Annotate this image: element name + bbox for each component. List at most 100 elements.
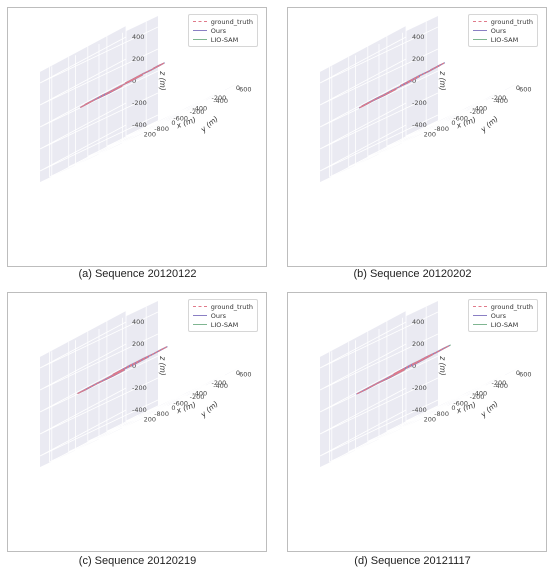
caption-b: (b) Sequence 20120202 [353, 268, 472, 280]
legend-entry-ours: Ours [192, 26, 253, 35]
y-tick-label: -200 [470, 108, 485, 116]
grid-line-y [355, 340, 442, 451]
z-tick-label: 400 [132, 318, 144, 326]
z-tick-label: 400 [132, 33, 144, 41]
z-tick-label: 0 [412, 77, 416, 85]
x-tick-label: -800 [434, 125, 449, 133]
legend-label-ours: Ours [490, 26, 507, 35]
series-line-ground-truth [356, 345, 450, 395]
z-axis-label: z (m) [158, 355, 167, 376]
legend-entry-ground-truth: ground_truth [472, 17, 533, 26]
legend-entry-lio-sam: LIO-SAM [472, 320, 533, 329]
grid-line-y [145, 21, 233, 133]
plot-b: -800-600-400-2000-600-400-2000200-400-20… [319, 16, 532, 182]
grid-line-y [425, 306, 513, 418]
grid-line-y [331, 66, 418, 178]
legend-swatch-ours [192, 30, 207, 31]
x-tick-label: -600 [173, 115, 188, 123]
legend-swatch-ground-truth [192, 21, 207, 22]
z-tick-label: 0 [412, 362, 416, 370]
z-tick-label: 400 [412, 33, 424, 41]
grid-line-y [145, 306, 233, 418]
y-tick-label: 200 [144, 130, 156, 138]
y-tick-label: -200 [190, 108, 205, 116]
legend-entry-ground-truth: ground_truth [192, 17, 253, 26]
grid-line-z [39, 377, 159, 435]
legend-label-ours: Ours [210, 311, 227, 320]
grid-line-z [39, 92, 159, 150]
legend-label-ours: Ours [210, 26, 227, 35]
grid-line-y [355, 55, 442, 166]
x-tick-label: -200 [212, 94, 227, 102]
y-axis-label: y (m) [478, 399, 500, 419]
x-tick-label: -600 [173, 400, 188, 408]
z-axis-label: z (m) [158, 70, 167, 91]
z-tick-label: 200 [412, 55, 424, 63]
panel-c: -800 -600 -400 -200 0 -600 -400 -200 0 200 -400 -20… [7, 292, 267, 552]
legend-swatch-lio-sam [472, 324, 487, 325]
grid-line-z [319, 48, 439, 106]
y-tick-label: 0 [451, 119, 455, 127]
grid-line-y [75, 340, 162, 451]
y-tick-label: -400 [493, 382, 508, 390]
grid-line-z [319, 114, 439, 172]
grid-line-y [378, 44, 466, 155]
y-tick-label: -400 [493, 97, 508, 105]
z-tick-label: 0 [132, 77, 136, 85]
y-tick-label: 0 [451, 404, 455, 412]
legend-swatch-ours [192, 315, 207, 316]
legend-entry-lio-sam: LIO-SAM [472, 35, 533, 44]
grid-line-y [122, 317, 209, 429]
grid-line-z [39, 114, 159, 172]
grid-line-z [39, 311, 159, 369]
x-tick-label: -800 [434, 410, 449, 418]
x-tick-label: -600 [453, 115, 468, 123]
y-tick-label: 200 [424, 130, 436, 138]
x-tick-label: 0 [516, 84, 520, 92]
legend-swatch-ground-truth [472, 306, 487, 307]
legend-entry-lio-sam: LIO-SAM [192, 320, 253, 329]
z-tick-label: 0 [132, 362, 136, 370]
grid-line-z [39, 70, 159, 128]
z-axis-label: z (m) [438, 355, 447, 376]
y-tick-label: 200 [424, 415, 436, 423]
z-tick-label: -400 [412, 406, 427, 414]
z-tick-label: -200 [412, 99, 427, 107]
grid-line-z [39, 399, 159, 457]
plot-c: -800-600-400-2000-600-400-2000200-400-20… [39, 301, 252, 467]
legend-entry-ours: Ours [472, 26, 533, 35]
x-tick-label: 0 [516, 369, 520, 377]
legend-swatch-lio-sam [192, 324, 207, 325]
grid-line-y [402, 32, 489, 144]
z-tick-label: -400 [132, 121, 147, 129]
grid-line-z [319, 92, 439, 150]
grid-line-y [378, 329, 466, 440]
x-tick-label: -800 [154, 410, 169, 418]
grid-line-y [98, 329, 186, 440]
legend-b: ground_truth Ours LIO-SAM [467, 14, 538, 47]
legend-label-lio-sam: LIO-SAM [490, 35, 519, 44]
legend-a: ground_truth Ours LIO-SAM [187, 14, 258, 47]
x-tick-label: -200 [212, 379, 227, 387]
z-tick-label: -400 [412, 121, 427, 129]
grid-line-y [98, 44, 186, 155]
grid-line-y [331, 351, 418, 463]
legend-label-ground-truth: ground_truth [490, 17, 533, 26]
z-tick-label: -200 [412, 384, 427, 392]
grid-line-z [39, 26, 159, 84]
x-tick-label: -400 [472, 104, 487, 112]
grid-line-z [39, 48, 159, 106]
x-tick-label: -600 [453, 400, 468, 408]
caption-c: (c) Sequence 20120219 [78, 555, 197, 567]
z-tick-label: -200 [132, 384, 147, 392]
plot-a: -800-600-400-2000-600-400-2000200-400-20… [39, 16, 252, 182]
x-tick-label: -800 [154, 125, 169, 133]
y-tick-label: 0 [171, 404, 175, 412]
series-line-ground-truth [358, 62, 445, 109]
grid-line-z [319, 333, 439, 391]
legend-label-lio-sam: LIO-SAM [490, 320, 519, 329]
legend-swatch-ground-truth [192, 306, 207, 307]
x-tick-label: -200 [492, 379, 507, 387]
grid-line-z [319, 70, 439, 128]
legend-swatch-ground-truth [472, 21, 487, 22]
